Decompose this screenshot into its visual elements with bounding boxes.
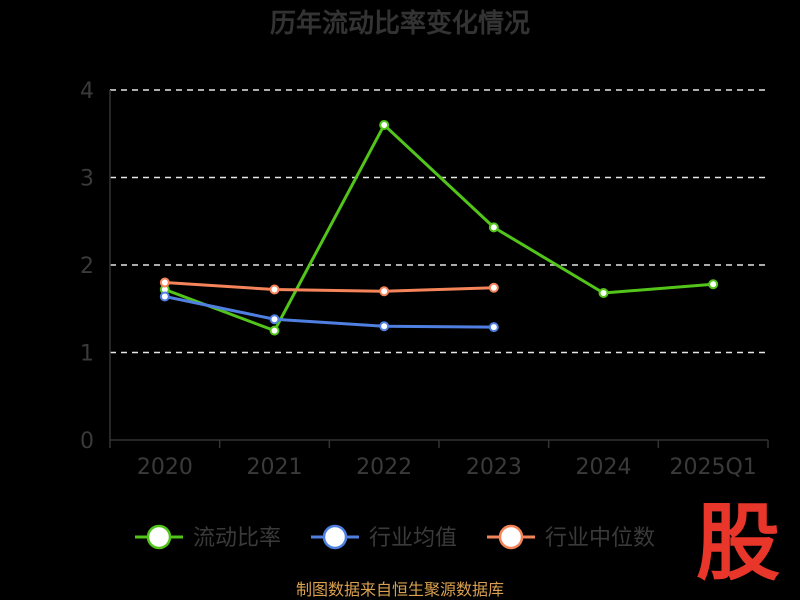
series-lines [159,120,719,336]
x-tick-label: 2024 [576,455,632,480]
y-tick-label: 1 [80,342,94,367]
legend-swatch-marker [322,524,348,550]
x-tick-label: 2022 [356,455,412,480]
legend-swatch-marker [498,524,524,550]
legend-label: 行业中位数 [545,526,655,551]
legend: 流动比率 行业均值 行业中位数 [135,524,655,551]
x-tick-label: 2025Q1 [670,455,757,480]
y-tick-label: 2 [80,254,94,279]
legend-swatch-marker [146,524,172,550]
logo-mark: 股 [696,494,780,592]
data-point [598,288,609,298]
data-point [379,120,390,130]
data-point [269,325,280,336]
chart-title: 历年流动比率变化情况 [270,8,530,39]
y-tick-label: 3 [80,167,94,192]
data-point [488,322,499,333]
x-tick-label: 2021 [247,455,303,480]
axes: 0 1 2 3 4 2020 2021 2022 2023 2024 2025Q1 [80,79,769,480]
data-point [488,282,499,293]
data-point [488,222,499,233]
data-point [159,277,170,288]
grid-lines [110,89,768,354]
y-tick-label: 0 [80,429,94,454]
source-note: 制图数据来自恒生聚源数据库 [296,580,504,599]
x-tick-label: 2023 [466,455,522,480]
legend-label: 流动比率 [193,526,281,551]
legend-label: 行业均值 [369,526,457,551]
series-line-0 [164,123,714,333]
x-tick-label: 2020 [137,455,193,480]
data-point [269,284,280,295]
y-tick-label: 4 [80,79,94,104]
data-point [379,286,390,297]
data-point [159,291,170,302]
data-point [269,314,280,325]
data-point [379,321,390,332]
data-point [708,279,719,290]
series-line-1 [164,295,494,329]
series-line-2 [164,281,494,293]
